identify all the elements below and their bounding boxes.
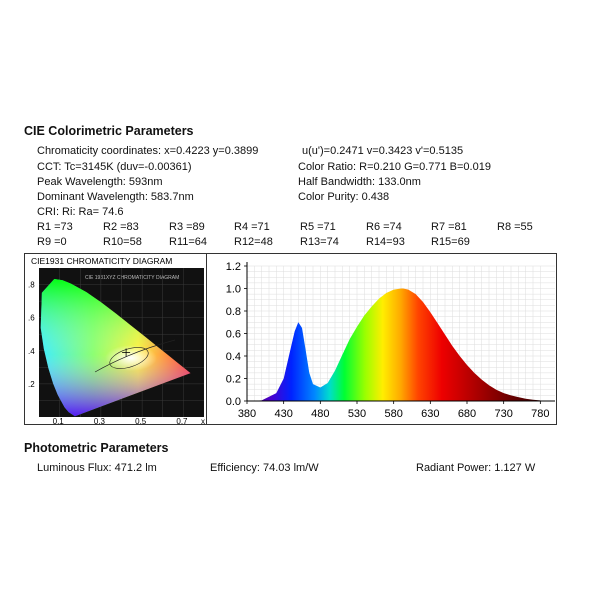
spectrum-panel: 0.0 0.2 0.4 0.6 0.8 1.0 1.2 380 430 480 530 580 630… <box>207 253 557 425</box>
cie-x-tick-label: 0.7 <box>176 417 188 426</box>
cie-y-tick-label: .6 <box>28 314 35 323</box>
spectrum-x-tick-label: 380 <box>238 408 256 420</box>
cie-x-tick-label: 0.5 <box>135 417 147 426</box>
spectrum-x-tick-labels: 380 430 480 530 580 630 680 730 780 <box>238 401 550 420</box>
r-value-item: R7 =81 <box>431 221 467 233</box>
r-value-item: R9 =0 <box>37 236 67 248</box>
cie-y-tick-label: .4 <box>28 347 35 356</box>
spectrum-x-tick-label: 630 <box>421 408 439 420</box>
cie-y-tick-label: .8 <box>28 281 35 290</box>
color-ratio: Color Ratio: R=0.210 G=0.771 B=0.019 <box>298 161 491 173</box>
cie-diagram: CIE1931 CHROMATICITY DIAGRAM CIE 1931XYZ… <box>28 256 205 426</box>
r-value-item: R10=58 <box>103 236 142 248</box>
efficiency: Efficiency: 74.03 lm/W <box>210 462 319 474</box>
spectrum-y-tick-label: 0.8 <box>226 306 241 318</box>
spectrum-y-tick-label: 0.4 <box>226 351 241 363</box>
r-value-item: R1 =73 <box>37 221 73 233</box>
peak-wavelength: Peak Wavelength: 593nm <box>37 176 163 188</box>
spectrum-area <box>247 288 541 401</box>
spectrum-x-tick-label: 780 <box>531 408 549 420</box>
r-value-item: R11=64 <box>169 236 208 248</box>
cie-ticks: .8 .6 .4 .2 0.1 0.3 0.5 0.7 <box>28 281 188 426</box>
color-purity: Color Purity: 0.438 <box>298 191 390 203</box>
r-value-item: R5 =71 <box>300 221 336 233</box>
spectrum-x-tick-label: 480 <box>311 408 329 420</box>
cie-x-axis-letter: x <box>201 417 205 426</box>
chromaticity-coordinates: Chromaticity coordinates: x=0.4223 y=0.3… <box>37 145 259 157</box>
r-value-item: R13=74 <box>300 236 339 248</box>
spectrum-y-tick-label: 0.0 <box>226 396 241 408</box>
radiant-power: Radiant Power: 1.127 W <box>416 462 536 474</box>
spectrum-y-tick-label: 0.6 <box>226 329 241 341</box>
r-value-item: R3 =89 <box>169 221 205 233</box>
uv-coordinates: u(u')=0.2471 v=0.3423 v'=0.5135 <box>302 145 464 157</box>
cie-title: CIE1931 CHROMATICITY DIAGRAM <box>31 256 172 266</box>
cri-value: CRI: Ri: Ra= 74.6 <box>37 206 124 218</box>
r-value-item: R14=93 <box>366 236 405 248</box>
colorimetric-heading: CIE Colorimetric Parameters <box>24 124 194 138</box>
r-value-item: R15=69 <box>431 236 470 248</box>
cie-inner-title: CIE 1931XYZ CHROMATICITY DIAGRAM <box>85 275 179 281</box>
half-bandwidth: Half Bandwidth: 133.0nm <box>298 176 421 188</box>
cct-value: CCT: Tc=3145K (duv=-0.00361) <box>37 161 192 173</box>
spectrum-y-tick-labels: 0.0 0.2 0.4 0.6 0.8 1.0 1.2 <box>226 261 247 408</box>
r-value-item: R12=48 <box>234 236 273 248</box>
spectrum-y-tick-label: 1.0 <box>226 284 241 296</box>
spectrum-x-tick-label: 730 <box>494 408 512 420</box>
spectrum-x-tick-label: 530 <box>348 408 366 420</box>
spectrum-chart: 0.0 0.2 0.4 0.6 0.8 1.0 1.2 380 430 480 530 580 630… <box>226 261 555 420</box>
cie-x-tick-label: 0.3 <box>94 417 106 426</box>
dominant-wavelength: Dominant Wavelength: 583.7nm <box>37 191 194 203</box>
cie-y-tick-label: .2 <box>28 380 35 389</box>
r-value-item: R8 =55 <box>497 221 533 233</box>
photometric-heading: Photometric Parameters <box>24 441 169 455</box>
spectrum-x-tick-label: 430 <box>274 408 292 420</box>
r-value-item: R2 =83 <box>103 221 139 233</box>
r-value-item: R6 =74 <box>366 221 402 233</box>
planckian-locus <box>94 339 176 373</box>
spectrum-x-tick-label: 580 <box>384 408 402 420</box>
spectrum-x-tick-label: 680 <box>458 408 476 420</box>
luminous-flux: Luminous Flux: 471.2 lm <box>37 462 157 474</box>
cie-diagram-panel: CIE1931 CHROMATICITY DIAGRAM CIE 1931XYZ… <box>24 253 207 426</box>
spectrum-y-tick-label: 1.2 <box>226 261 241 273</box>
cie-x-tick-label: 0.1 <box>53 417 65 426</box>
r-value-item: R4 =71 <box>234 221 270 233</box>
white-region <box>105 345 157 371</box>
spectrum-y-tick-label: 0.2 <box>226 374 241 386</box>
